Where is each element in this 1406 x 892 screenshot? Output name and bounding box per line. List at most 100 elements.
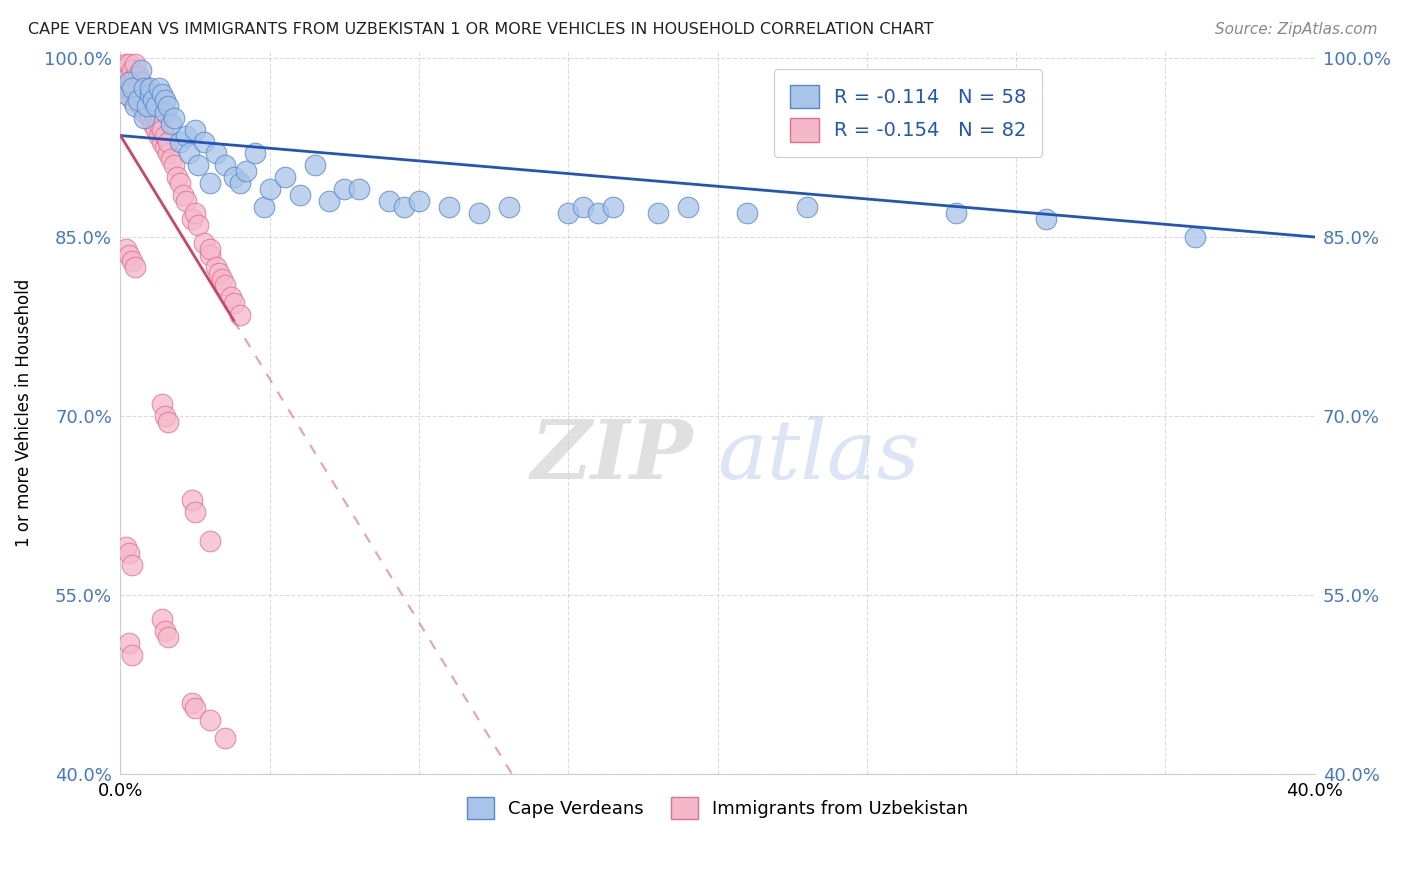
Point — [118, 248, 141, 262]
Point — [229, 176, 252, 190]
Point — [157, 146, 180, 161]
Point — [187, 218, 209, 232]
Point — [166, 170, 188, 185]
Point — [796, 200, 818, 214]
Point — [139, 87, 162, 101]
Point — [115, 242, 138, 256]
Point — [214, 158, 236, 172]
Point — [134, 93, 156, 107]
Point — [115, 541, 138, 555]
Point — [131, 75, 153, 89]
Point — [155, 93, 177, 107]
Point — [273, 170, 295, 185]
Point — [124, 57, 146, 71]
Point — [169, 176, 191, 190]
Point — [181, 696, 204, 710]
Point — [134, 80, 156, 95]
Point — [676, 200, 699, 214]
Point — [134, 111, 156, 125]
Point — [118, 636, 141, 650]
Point — [193, 135, 215, 149]
Point — [392, 200, 415, 214]
Text: atlas: atlas — [717, 417, 920, 496]
Point — [586, 206, 609, 220]
Point — [121, 75, 143, 89]
Point — [187, 158, 209, 172]
Point — [148, 128, 170, 143]
Point — [498, 200, 520, 214]
Point — [179, 146, 201, 161]
Point — [115, 87, 138, 101]
Point — [118, 57, 141, 71]
Point — [115, 80, 138, 95]
Point — [155, 409, 177, 423]
Point — [112, 62, 135, 77]
Point — [945, 206, 967, 220]
Point — [205, 146, 228, 161]
Point — [198, 242, 221, 256]
Point — [333, 182, 356, 196]
Point — [184, 701, 207, 715]
Point — [150, 122, 173, 136]
Point — [127, 80, 149, 95]
Point — [118, 75, 141, 89]
Point — [174, 128, 197, 143]
Point — [160, 117, 183, 131]
Point — [139, 80, 162, 95]
Point — [198, 176, 221, 190]
Point — [288, 188, 311, 202]
Point — [198, 534, 221, 549]
Point — [145, 111, 167, 125]
Point — [155, 140, 177, 154]
Point — [198, 248, 221, 262]
Point — [131, 62, 153, 77]
Point — [139, 111, 162, 125]
Point — [136, 99, 159, 113]
Point — [214, 731, 236, 746]
Point — [150, 87, 173, 101]
Point — [219, 290, 242, 304]
Point — [259, 182, 281, 196]
Point — [157, 415, 180, 429]
Point — [304, 158, 326, 172]
Text: ZIP: ZIP — [531, 417, 693, 496]
Point — [121, 80, 143, 95]
Point — [181, 492, 204, 507]
Point — [118, 69, 141, 83]
Point — [198, 714, 221, 728]
Point — [124, 87, 146, 101]
Point — [557, 206, 579, 220]
Point — [467, 206, 489, 220]
Point — [127, 93, 149, 107]
Point — [1035, 212, 1057, 227]
Point — [118, 546, 141, 560]
Point — [160, 153, 183, 167]
Point — [205, 260, 228, 274]
Point — [163, 111, 186, 125]
Point — [253, 200, 276, 214]
Point — [235, 164, 257, 178]
Point — [124, 80, 146, 95]
Point — [602, 200, 624, 214]
Point — [1184, 230, 1206, 244]
Point — [124, 69, 146, 83]
Point — [211, 272, 233, 286]
Point — [142, 104, 165, 119]
Point — [124, 99, 146, 113]
Point — [150, 612, 173, 626]
Point — [318, 194, 340, 209]
Point — [172, 188, 194, 202]
Point — [118, 80, 141, 95]
Point — [134, 80, 156, 95]
Point — [121, 62, 143, 77]
Point — [647, 206, 669, 220]
Point — [378, 194, 401, 209]
Point — [174, 194, 197, 209]
Point — [136, 87, 159, 101]
Text: CAPE VERDEAN VS IMMIGRANTS FROM UZBEKISTAN 1 OR MORE VEHICLES IN HOUSEHOLD CORRE: CAPE VERDEAN VS IMMIGRANTS FROM UZBEKIST… — [28, 22, 934, 37]
Point — [193, 235, 215, 250]
Point — [148, 80, 170, 95]
Point — [243, 146, 266, 161]
Point — [134, 104, 156, 119]
Point — [349, 182, 371, 196]
